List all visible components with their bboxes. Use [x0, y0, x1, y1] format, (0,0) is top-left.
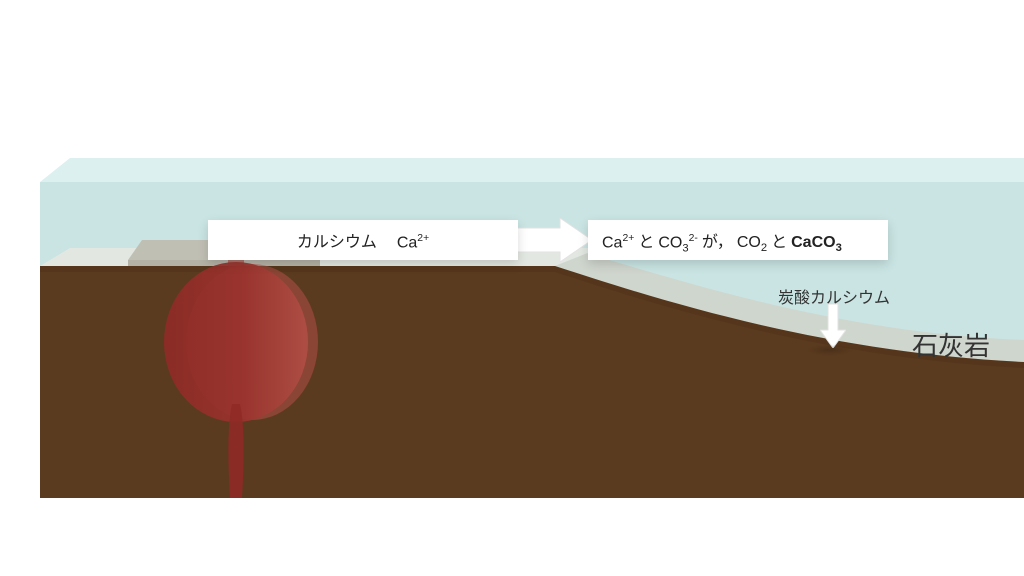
- rx-and2: と: [771, 228, 787, 252]
- diagram-stage: カルシウム Ca2+ Ca2+ と CO32- が， CO2 と CaCO3 炭…: [0, 0, 1024, 576]
- magma-chamber: [164, 262, 308, 422]
- rx-ca: Ca2+: [602, 233, 634, 252]
- label-box-reaction: Ca2+ と CO32- が， CO2 と CaCO3: [588, 220, 888, 260]
- rx-co2: CO2: [737, 234, 767, 254]
- water-top-face: [40, 158, 1024, 182]
- deposit-shadow: [806, 344, 854, 356]
- label-limestone: 石灰岩: [912, 326, 990, 363]
- calcium-formula: Ca2+: [397, 233, 429, 252]
- arrow-down: [820, 304, 846, 348]
- arrow-main: [516, 218, 592, 262]
- rx-co3: CO32-: [658, 233, 697, 255]
- calcium-text: カルシウム: [297, 228, 377, 252]
- rx-ga: が，: [702, 228, 733, 252]
- label-box-calcium: カルシウム Ca2+: [208, 220, 518, 260]
- magma-tail: [228, 404, 243, 498]
- rx-and1: と: [638, 228, 654, 252]
- rx-caco3: CaCO3: [791, 234, 842, 254]
